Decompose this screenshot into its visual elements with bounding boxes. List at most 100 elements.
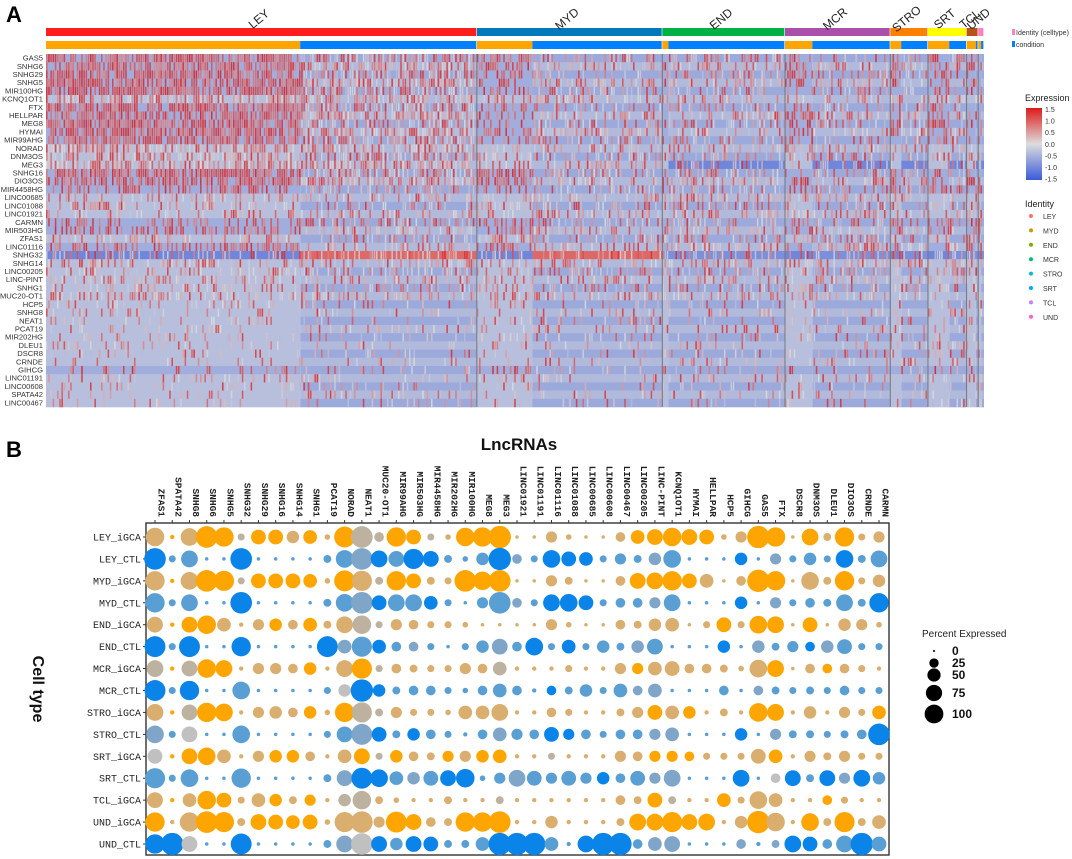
heatmap-cell <box>224 103 226 112</box>
heatmap-cell <box>655 177 657 186</box>
heatmap-cell <box>954 127 956 137</box>
heatmap-cell <box>222 136 224 145</box>
heatmap-cell <box>450 119 453 129</box>
heatmap-cell <box>600 160 602 170</box>
heatmap-cell <box>222 127 224 137</box>
heatmap-cell <box>960 95 963 104</box>
heatmap-cell <box>712 119 715 129</box>
heatmap-cell <box>387 54 389 63</box>
heatmap-cell <box>142 144 145 153</box>
heatmap-cell <box>72 62 74 71</box>
heatmap-cell <box>704 62 706 71</box>
heatmap-cell <box>752 177 755 186</box>
heatmap-cell <box>83 193 85 203</box>
heatmap-block <box>532 152 663 162</box>
heatmap-cell <box>125 168 127 178</box>
heatmap-cell <box>901 127 903 137</box>
heatmap-cell <box>290 119 292 129</box>
heatmap-cell <box>872 193 875 203</box>
heatmap-cell <box>362 70 365 79</box>
heatmap-cell <box>597 160 600 170</box>
heatmap-cell <box>129 78 132 88</box>
heatmap-cell <box>125 54 127 63</box>
heatmap-cell <box>101 78 103 88</box>
heatmap-cell <box>975 111 977 120</box>
heatmap-cell <box>947 168 950 178</box>
heatmap-cell <box>173 78 176 88</box>
heatmap-cell <box>81 54 83 63</box>
heatmap-cell <box>479 62 481 71</box>
heatmap-cell <box>323 111 325 120</box>
heatmap-cell <box>437 111 440 120</box>
heatmap-cell <box>483 152 485 162</box>
heatmap-cell <box>63 119 66 129</box>
heatmap-cell <box>608 177 611 186</box>
heatmap-cell <box>800 144 802 153</box>
heatmap-cell <box>706 119 708 129</box>
heatmap-cell <box>930 185 932 194</box>
heatmap-cell <box>894 127 897 137</box>
heatmap-cell <box>457 54 459 63</box>
heatmap-cell <box>774 185 777 194</box>
heatmap-cell <box>389 185 391 194</box>
heatmap-block <box>532 193 663 203</box>
heatmap-cell <box>248 119 250 129</box>
heatmap-cell <box>956 136 959 145</box>
heatmap-cell <box>815 136 818 145</box>
heatmap-cell <box>389 177 391 186</box>
heatmap-cell <box>861 86 864 96</box>
heatmap-cell <box>970 177 973 186</box>
heatmap-cell <box>277 54 279 63</box>
heatmap-cell <box>127 95 129 104</box>
heatmap-block <box>46 168 301 178</box>
heatmap-cell <box>659 70 661 79</box>
heatmap-cell <box>314 127 316 137</box>
heatmap-cell <box>813 86 816 96</box>
heatmap-cell <box>684 119 686 129</box>
heatmap-cell <box>481 177 483 186</box>
heatmap-cell <box>578 136 580 145</box>
heatmap-cell <box>870 70 873 79</box>
heatmap-cell <box>338 168 341 178</box>
heatmap-cell <box>169 119 171 129</box>
heatmap-cell <box>945 78 948 88</box>
heatmap-block <box>927 177 950 186</box>
heatmap-cell <box>59 168 61 178</box>
heatmap-cell <box>556 144 558 153</box>
heatmap-cell <box>208 136 211 145</box>
heatmap-cell <box>173 103 176 112</box>
heatmap-cell <box>485 144 488 153</box>
heatmap-cell <box>94 168 96 178</box>
heatmap-cell <box>930 54 932 63</box>
heatmap-block <box>532 201 663 211</box>
heatmap-cell <box>316 111 319 120</box>
heatmap-cell <box>296 136 299 145</box>
heatmap-cell <box>266 127 268 137</box>
heatmap-cell <box>248 54 250 63</box>
heatmap-cell <box>512 95 514 104</box>
heatmap-cell <box>853 95 855 104</box>
heatmap-cell <box>936 54 939 63</box>
heatmap-cell <box>129 168 132 178</box>
heatmap-cell <box>547 70 549 79</box>
heatmap-cell <box>578 70 580 79</box>
heatmap-cell <box>235 160 237 170</box>
heatmap-cell <box>116 152 118 162</box>
heatmap-cell <box>310 103 312 112</box>
heatmap-cell <box>404 127 407 137</box>
heatmap-cell <box>116 201 118 211</box>
heatmap-cell <box>498 78 501 88</box>
heatmap-cell <box>307 103 310 112</box>
heatmap-cell <box>578 144 580 153</box>
heatmap-cell <box>820 168 822 178</box>
heatmap-cell <box>52 144 55 153</box>
heatmap-cell <box>617 185 620 194</box>
heatmap-cell <box>288 62 290 71</box>
heatmap-cell <box>406 86 409 96</box>
heatmap-cell <box>439 103 442 112</box>
heatmap-cell <box>721 152 724 162</box>
heatmap-cell <box>431 168 433 178</box>
heatmap-cell <box>822 144 824 153</box>
heatmap-block <box>532 168 663 178</box>
heatmap-cell <box>307 78 310 88</box>
